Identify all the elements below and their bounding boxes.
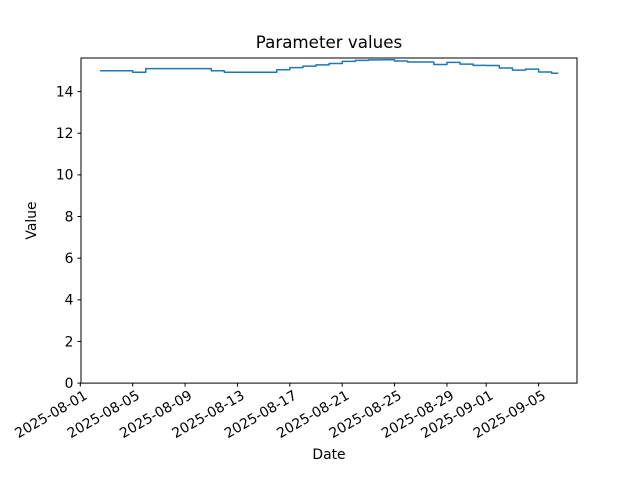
chart-title: Parameter values bbox=[256, 32, 402, 52]
y-tick-label: 8 bbox=[65, 209, 74, 225]
y-axis-label: Value bbox=[24, 201, 40, 239]
y-tick-label: 0 bbox=[65, 376, 74, 392]
y-tick-label: 14 bbox=[56, 84, 74, 100]
y-tick-label: 12 bbox=[56, 126, 74, 142]
series-layer bbox=[99, 58, 559, 74]
data-line bbox=[99, 58, 559, 74]
y-tick-label: 6 bbox=[65, 251, 74, 267]
y-tick-label: 10 bbox=[56, 168, 74, 184]
axes-layer: 024681012142025-08-012025-08-052025-08-0… bbox=[12, 57, 578, 442]
y-tick-label: 2 bbox=[65, 334, 74, 350]
axes-frame bbox=[80, 57, 578, 384]
y-tick-label: 4 bbox=[65, 293, 74, 309]
x-axis-label: Date bbox=[312, 447, 345, 463]
